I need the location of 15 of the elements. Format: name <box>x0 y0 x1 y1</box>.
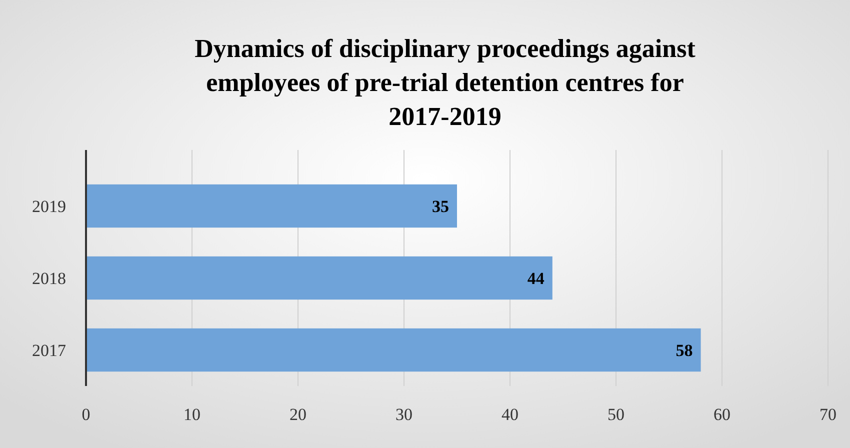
x-tick-label: 60 <box>714 405 730 424</box>
x-tick-label: 70 <box>820 405 836 424</box>
x-tick-label: 50 <box>608 405 624 424</box>
y-tick-label: 2017 <box>32 341 66 360</box>
data-label: 44 <box>527 269 545 288</box>
x-tick-label: 0 <box>82 405 90 424</box>
x-tick-label: 10 <box>184 405 200 424</box>
x-tick-label: 40 <box>502 405 518 424</box>
y-tick-label: 2018 <box>32 269 66 288</box>
x-tick-label: 30 <box>396 405 412 424</box>
data-label: 58 <box>676 341 693 360</box>
x-tick-label: 20 <box>290 405 306 424</box>
chart-title: Dynamics of disciplinary proceedings against employees of pre-trial detention centres for 2017-2019 <box>194 34 696 131</box>
data-label: 35 <box>432 197 449 216</box>
y-tick-label: 2019 <box>32 197 66 216</box>
